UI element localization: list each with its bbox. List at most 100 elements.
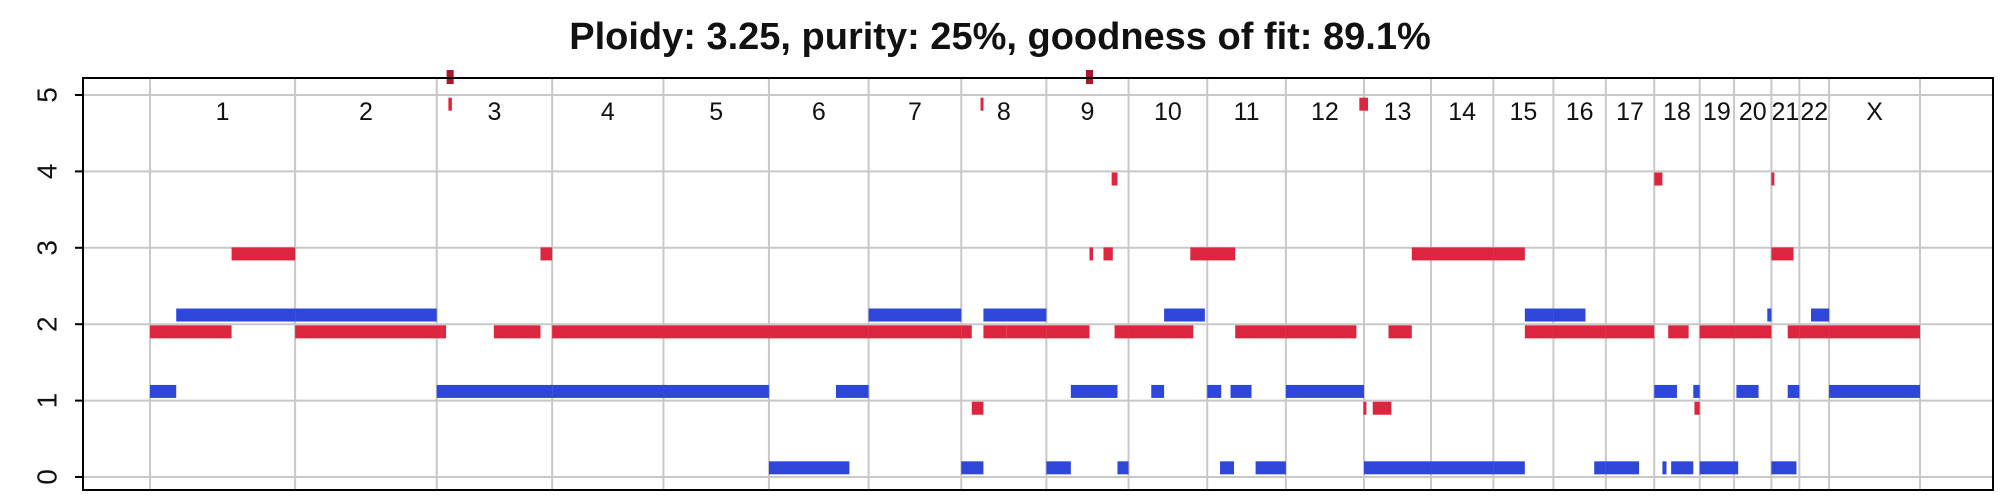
minor-segment — [1046, 461, 1071, 475]
major-segment — [1699, 325, 1735, 339]
major-segment — [1111, 172, 1118, 186]
minor-segment — [1771, 461, 1797, 475]
major-segment — [1787, 325, 1800, 339]
chromosome-label: 1 — [216, 98, 230, 126]
major-segment — [1190, 247, 1236, 261]
major-segment — [295, 325, 442, 339]
minor-segment — [150, 384, 177, 398]
chromosome-label: 2 — [359, 98, 373, 126]
plot-frame — [82, 77, 1994, 491]
major-segment — [150, 325, 232, 339]
minor-segment — [1671, 461, 1694, 475]
minor-segment — [1285, 384, 1364, 398]
major-segment — [1046, 325, 1090, 339]
major-segment — [493, 325, 541, 339]
major-segment — [1605, 325, 1655, 339]
minor-segment — [1767, 308, 1772, 322]
minor-segment — [1605, 461, 1640, 475]
y-tick-label: 2 — [32, 316, 63, 332]
minor-segment — [961, 461, 984, 475]
major-segment — [1493, 247, 1525, 261]
major-segment — [1668, 325, 1689, 339]
minor-segment — [1151, 384, 1165, 398]
chromosome-label: 4 — [601, 98, 615, 126]
minor-segment — [663, 384, 769, 398]
minor-segment — [1594, 461, 1606, 475]
major-segment — [1799, 325, 1830, 339]
minor-segment — [1829, 384, 1920, 398]
chromosome-label: 8 — [997, 98, 1011, 126]
major-segment — [540, 247, 553, 261]
major-segment — [1103, 247, 1113, 261]
minor-segment — [1070, 384, 1118, 398]
minor-segment — [176, 308, 296, 322]
major-segment — [1363, 401, 1367, 415]
minor-segment — [1117, 461, 1129, 475]
minor-segment — [1255, 461, 1286, 475]
minor-segment — [1699, 461, 1739, 475]
major-segment — [1235, 325, 1286, 339]
chromosome-label: 5 — [709, 98, 723, 126]
minor-segment — [835, 384, 869, 398]
major-segment — [971, 401, 984, 415]
chromosome-label: 13 — [1384, 98, 1412, 126]
minor-segment — [983, 308, 1047, 322]
y-tick-label: 5 — [32, 87, 63, 103]
chromosome-label: 16 — [1566, 98, 1594, 126]
minor-segment — [1654, 384, 1677, 398]
major-segment — [868, 325, 962, 339]
major-segment — [1359, 97, 1369, 111]
minor-segment — [1164, 308, 1205, 322]
chromosome-label: 19 — [1703, 98, 1731, 126]
major-segment — [1114, 325, 1129, 339]
minor-segment — [1811, 308, 1830, 322]
minor-segment — [436, 384, 553, 398]
minor-segment — [1230, 384, 1252, 398]
chromosome-label: 11 — [1234, 98, 1260, 126]
minor-segment — [1207, 384, 1222, 398]
major-segment — [1411, 247, 1432, 261]
chromosome-label: 22 — [1800, 98, 1828, 126]
major-segment — [231, 247, 296, 261]
minor-segment — [295, 308, 437, 322]
chromosome-label: 6 — [812, 98, 826, 126]
chart-title: Ploidy: 3.25, purity: 25%, goodness of f… — [569, 16, 1431, 58]
chromosome-label: 10 — [1154, 98, 1182, 126]
chromosome-label: 12 — [1311, 98, 1339, 126]
minor-segment — [1736, 384, 1759, 398]
minor-segment — [1220, 461, 1235, 475]
major-segment — [552, 325, 869, 339]
chromosome-label: 9 — [1081, 98, 1095, 126]
y-tick-label: 3 — [32, 240, 63, 256]
minor-segment — [1363, 461, 1432, 475]
major-segment — [1372, 401, 1392, 415]
y-tick-label: 1 — [32, 393, 63, 409]
chromosome-label: 15 — [1509, 98, 1537, 126]
minor-segment — [1553, 308, 1586, 322]
minor-segment — [768, 461, 850, 475]
major-segment — [1089, 247, 1093, 261]
major-segment — [1524, 325, 1554, 339]
major-segment — [1734, 325, 1772, 339]
minor-segment — [1524, 308, 1554, 322]
chromosome-label: 18 — [1663, 98, 1691, 126]
major-segment — [1006, 325, 1047, 339]
chromosome-label: 20 — [1739, 98, 1767, 126]
major-segment — [1694, 401, 1700, 415]
minor-segment — [868, 308, 962, 322]
major-segment — [1128, 325, 1194, 339]
major-segment — [1553, 325, 1606, 339]
major-segment — [1654, 172, 1663, 186]
minor-segment — [1662, 461, 1667, 475]
major-segment — [1388, 325, 1412, 339]
chromosome-label: 21 — [1771, 98, 1799, 126]
y-tick-label: 0 — [32, 469, 63, 485]
major-segment — [441, 325, 447, 339]
minor-segment — [1431, 461, 1494, 475]
chromosome-label: 7 — [908, 98, 922, 126]
chromosome-label: 3 — [487, 98, 501, 126]
major-segment — [1431, 247, 1494, 261]
major-segment — [448, 97, 452, 111]
